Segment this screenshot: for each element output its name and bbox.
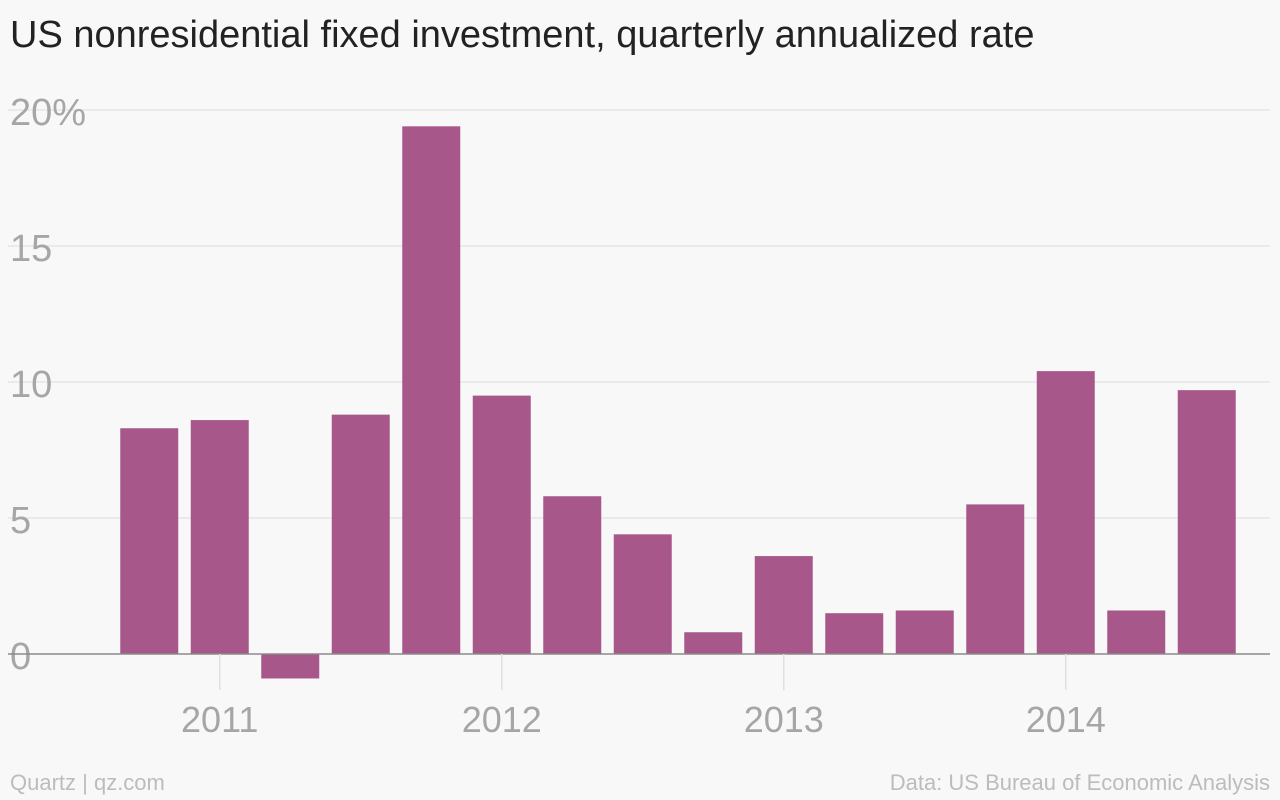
x-axis bbox=[8, 653, 1270, 690]
y-tick-label: 10 bbox=[10, 364, 52, 406]
bar bbox=[402, 126, 461, 654]
bar bbox=[825, 613, 884, 654]
bar bbox=[895, 610, 954, 654]
x-tick-label: 2012 bbox=[462, 699, 542, 740]
source-text: Data: US Bureau of Economic Analysis bbox=[889, 770, 1270, 795]
bar bbox=[120, 428, 179, 654]
y-axis-tick-labels: 0 5 10 15 20% bbox=[10, 92, 86, 678]
credit-text: Quartz | qz.com bbox=[10, 770, 165, 795]
y-tick-label: 20% bbox=[10, 92, 86, 134]
y-tick-label: 0 bbox=[10, 636, 31, 678]
x-tick-label: 2014 bbox=[1026, 699, 1106, 740]
bar bbox=[1107, 610, 1166, 654]
bar bbox=[261, 654, 320, 679]
bar bbox=[754, 556, 813, 654]
x-axis-tick-labels: 2011 2012 2013 2014 bbox=[181, 699, 1106, 740]
y-tick-label: 5 bbox=[10, 500, 31, 542]
bar bbox=[613, 534, 672, 654]
x-tick-label: 2013 bbox=[744, 699, 824, 740]
bar bbox=[1177, 390, 1236, 654]
bar bbox=[684, 632, 743, 654]
bar bbox=[966, 504, 1025, 654]
bar bbox=[472, 395, 531, 654]
bars bbox=[120, 126, 1236, 679]
bar bbox=[1036, 371, 1095, 654]
bar bbox=[331, 414, 390, 654]
x-tick-label: 2011 bbox=[181, 699, 258, 740]
bar bbox=[190, 420, 249, 654]
y-tick-label: 15 bbox=[10, 228, 52, 270]
chart-title: US nonresidential fixed investment, quar… bbox=[10, 14, 1035, 56]
bar bbox=[543, 496, 602, 654]
